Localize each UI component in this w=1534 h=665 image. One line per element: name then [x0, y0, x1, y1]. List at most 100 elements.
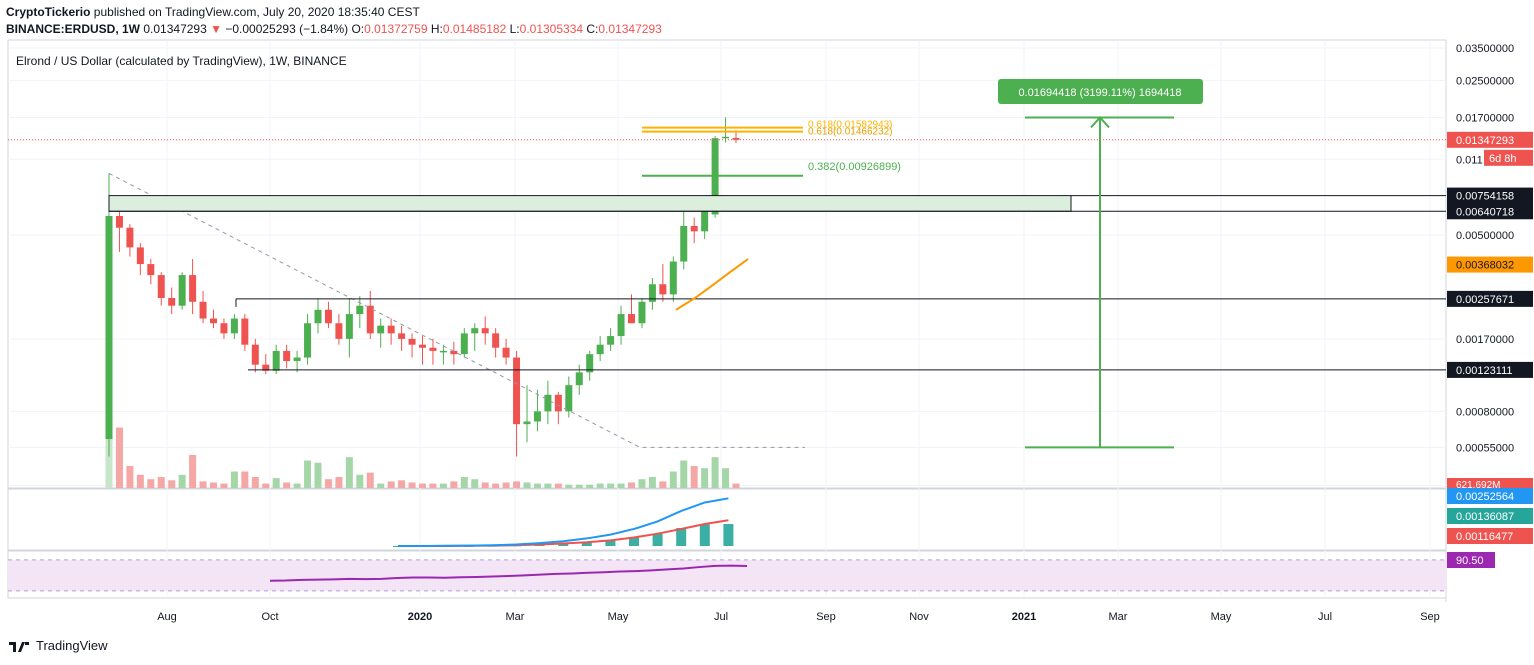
time-tick-label: 2021 — [1012, 611, 1036, 623]
candle-body — [126, 227, 134, 248]
volume-bar — [178, 474, 186, 488]
candle-body — [471, 328, 479, 334]
volume-bar — [711, 457, 719, 488]
projection-label-box — [998, 79, 1203, 104]
candle-body — [575, 372, 583, 386]
time-tick-label: Aug — [157, 611, 177, 623]
macd-value-label: 0.00252564 — [1456, 491, 1514, 503]
candle-body — [304, 323, 312, 358]
volume-bar — [314, 462, 322, 488]
open-value: 0.01372759 — [364, 22, 428, 36]
fib-label: 0.382(0.00926899) — [808, 161, 901, 173]
volume-bar — [356, 474, 364, 488]
volume-bar — [471, 479, 479, 488]
rsi-value-tag — [1447, 552, 1495, 568]
macd-histogram-bar — [629, 537, 639, 546]
price-tick-label: 0.011 — [1456, 154, 1483, 166]
volume-bar — [502, 482, 510, 488]
volume-bar — [220, 483, 228, 488]
symbol-name[interactable]: BINANCE:ERDUSD, 1W — [6, 22, 141, 36]
volume-bar — [565, 484, 573, 488]
time-tick-label: May — [608, 611, 629, 623]
candle-body — [210, 318, 217, 324]
volume-bar — [168, 480, 176, 488]
volume-bar — [638, 479, 646, 488]
volume-label: 621.692M — [1456, 480, 1500, 491]
high-label: H: — [430, 22, 443, 36]
candle-body — [178, 275, 186, 306]
volume-bar — [115, 427, 123, 488]
candle-body — [669, 261, 677, 295]
volume-bar — [230, 471, 238, 488]
volume-bar — [335, 477, 343, 488]
volume-bar — [439, 483, 447, 488]
candle-body — [283, 350, 291, 362]
volume-bar — [199, 481, 207, 488]
volume-bar — [398, 480, 406, 488]
candle-body — [554, 394, 562, 412]
rsi-value-label: 90.50 — [1456, 555, 1484, 567]
ma-price-tag — [1447, 256, 1533, 273]
time-tick-label: Sep — [1420, 611, 1440, 623]
candle-body — [272, 350, 280, 371]
tradingview-brand[interactable]: TradingView — [36, 638, 108, 653]
macd-value-tag — [1447, 528, 1533, 544]
candle-body — [398, 333, 406, 339]
price-tick-label: 0.03500000 — [1456, 43, 1514, 55]
volume-bar — [157, 477, 165, 488]
time-tick-label: Nov — [909, 611, 929, 623]
candle-body — [659, 284, 667, 295]
candle-body — [189, 275, 197, 302]
volume-bar — [492, 483, 500, 488]
main-pane — [7, 39, 1447, 489]
volume-bar — [377, 483, 385, 488]
volume-bar — [554, 483, 562, 488]
current-price-label: 0.01347293 — [1456, 135, 1514, 147]
candle-body — [502, 347, 510, 358]
volume-bar — [701, 468, 709, 488]
fib-label: 0.618(0.01582943) — [808, 120, 893, 131]
symbol-summary: BINANCE:ERDUSD, 1W 0.01347293 ▼ −0.00025… — [6, 22, 662, 36]
candle-body — [732, 138, 740, 140]
time-tick-label: Mar — [1109, 611, 1128, 623]
macd-value-tag — [1447, 508, 1533, 524]
candle-body — [230, 318, 238, 334]
level-price-label: 0.00257671 — [1456, 294, 1514, 306]
candle-body — [324, 309, 332, 324]
volume-bar — [450, 481, 458, 488]
volume-bar — [648, 477, 656, 488]
volume-bar — [732, 483, 740, 488]
macd-line — [398, 497, 729, 547]
trendline-dashed — [108, 172, 805, 448]
candle-body — [690, 225, 698, 232]
level-price-label: 0.00123111 — [1456, 365, 1512, 377]
volume-bar — [722, 468, 730, 488]
candle-body — [136, 247, 144, 265]
level-price-label: 0.00640718 — [1456, 206, 1514, 218]
volume-bar — [241, 471, 249, 488]
close-value: 0.01347293 — [598, 22, 662, 36]
macd-histogram-bar — [723, 524, 734, 546]
projection-arrow-icon — [1090, 115, 1110, 129]
time-tick-label: Sep — [816, 611, 836, 623]
volume-bar — [387, 481, 395, 488]
volume-bar — [586, 484, 594, 488]
candle-body — [565, 385, 573, 412]
volume-bar — [680, 460, 688, 488]
candle-body — [607, 336, 615, 345]
publisher-name[interactable]: CryptoTickerio — [6, 5, 91, 19]
candle-body — [157, 275, 165, 299]
candle-body — [680, 225, 688, 262]
level-price-tag — [1447, 290, 1533, 307]
price-tick-label: 0.02500000 — [1456, 75, 1514, 87]
time-tick-label: May — [1211, 611, 1232, 623]
volume-bar — [690, 466, 698, 488]
candle-body — [628, 314, 635, 324]
level-price-tag — [1447, 187, 1533, 204]
candle-body — [586, 354, 594, 373]
tradingview-footer: TradingView — [8, 638, 108, 653]
change-down-icon: ▼ — [210, 22, 222, 36]
candle-body — [419, 344, 426, 348]
level-price-tag — [1447, 203, 1533, 220]
